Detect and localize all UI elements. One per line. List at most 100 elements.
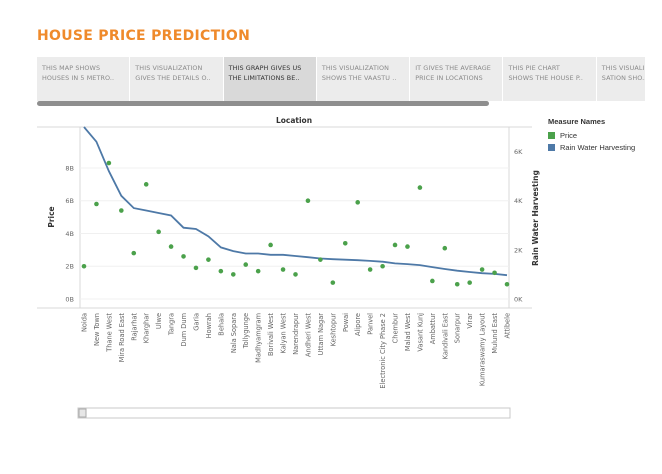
x-tick-label: New Town	[93, 313, 101, 346]
price-point[interactable]	[230, 272, 236, 277]
x-tick-label: Vasant Kunj	[416, 313, 424, 352]
legend-item-price[interactable]: Price	[548, 129, 635, 141]
x-tick-label: Sonarpur	[454, 313, 462, 344]
price-point[interactable]	[417, 185, 423, 190]
x-tick-label: Virar	[466, 313, 474, 329]
price-point[interactable]	[255, 268, 261, 274]
story-tab-7[interactable]: THIS VISUALI SATION SHO..	[597, 57, 646, 101]
x-tick-label: Madhyamgram	[255, 313, 263, 363]
story-tab-text-line2: SHOWS THE HOUSE P..	[508, 74, 584, 82]
story-tab-5[interactable]: IT GIVES THE AVERAGE PRICE IN LOCATIONS	[410, 57, 504, 101]
story-tab-text-line1: THIS VISUALIZATION	[321, 64, 390, 72]
price-point[interactable]	[504, 281, 510, 287]
y-tick-label: 2B	[65, 263, 74, 271]
price-point[interactable]	[81, 263, 87, 269]
story-tab-2[interactable]: THIS VISUALIZATION GIVES THE DETAILS O..	[130, 57, 224, 101]
price-point[interactable]	[293, 272, 298, 277]
price-point[interactable]	[467, 280, 472, 285]
price-point[interactable]	[94, 201, 99, 207]
x-tick-label: Kumaraswamy Layout	[479, 313, 487, 387]
x-tick-label: Mira Road East	[118, 313, 126, 363]
legend-label-price: Price	[560, 130, 578, 140]
page-title: HOUSE PRICE PREDICTION	[37, 28, 251, 44]
price-point[interactable]	[479, 267, 485, 272]
x-tick-label: Mulund East	[491, 313, 499, 354]
tabstrip-scrollbar[interactable]	[37, 101, 489, 106]
x-tick-label: Dum Dum	[180, 313, 188, 346]
x-tick-label: Electronic City Phase 2	[379, 313, 387, 389]
price-point[interactable]	[318, 257, 323, 262]
x-tick-label: Narendrapur	[292, 313, 300, 355]
story-tab-text-line1: THIS GRAPH GIVES US	[228, 64, 302, 72]
x-tick-label: Uttam Nagar	[317, 313, 325, 356]
y2-tick-label: 2K	[514, 246, 523, 254]
story-tab-1[interactable]: THIS MAP SHOWS HOUSES IN 5 METRO..	[37, 57, 131, 101]
price-point[interactable]	[405, 244, 410, 249]
price-point[interactable]	[193, 265, 199, 271]
x-tick-label: Tollygunge	[242, 313, 250, 349]
horizontal-scrollbar-track[interactable]	[77, 407, 511, 419]
x-tick-label: Howrah	[205, 313, 213, 338]
price-point[interactable]	[156, 229, 161, 235]
price-point[interactable]	[143, 182, 149, 187]
price-point[interactable]	[380, 263, 385, 269]
price-point[interactable]	[218, 268, 224, 274]
x-tick-label: Behala	[217, 313, 225, 336]
story-tab-3[interactable]: THIS GRAPH GIVES US THE LIMITATIONS BE..	[223, 57, 317, 101]
series-line-rain-water-harvesting[interactable]	[83, 126, 508, 277]
story-tabstrip: THIS MAP SHOWS HOUSES IN 5 METRO.. THIS VI…	[37, 57, 646, 101]
price-point[interactable]	[367, 267, 373, 272]
x-tick-label: Garia	[192, 313, 200, 331]
x-tick-label: Noida	[81, 313, 89, 332]
legend: Measure Names Price Rain Water Harvestin…	[548, 117, 635, 153]
x-tick-label: Kalyan West	[280, 313, 288, 354]
price-point[interactable]	[280, 267, 286, 272]
legend-swatch-price	[548, 131, 555, 139]
x-tick-label: Thane West	[105, 313, 113, 353]
x-tick-label: Malad West	[404, 313, 412, 352]
x-tick-label: Ambattur	[429, 313, 437, 345]
price-point[interactable]	[243, 262, 249, 267]
price-point[interactable]	[206, 257, 211, 262]
x-tick-label: Ulwe	[155, 313, 163, 329]
y-tick-label: 6B	[65, 197, 74, 205]
story-tab-text-line2: PRICE IN LOCATIONS	[415, 74, 483, 82]
price-point[interactable]	[181, 254, 186, 259]
price-point[interactable]	[330, 280, 336, 285]
x-tick-label: Rajarhat	[130, 313, 138, 341]
x-tick-label: Panvel	[367, 313, 375, 335]
price-point[interactable]	[430, 278, 435, 284]
legend-title: Measure Names	[548, 117, 606, 126]
x-tick-label: Powai	[342, 313, 350, 332]
price-point[interactable]	[131, 250, 137, 256]
story-tab-text-line1: THIS MAP SHOWS	[42, 64, 101, 72]
story-tab-6[interactable]: THIS PIE CHART SHOWS THE HOUSE P..	[504, 57, 597, 101]
story-tab-4[interactable]: THIS VISUALIZATION SHOWS THE VAASTU ..	[317, 57, 411, 101]
price-point[interactable]	[442, 245, 448, 251]
price-point[interactable]	[119, 208, 124, 213]
legend-item-rain-water-harvesting[interactable]: Rain Water Harvesting	[548, 141, 635, 153]
y-tick-label: 0B	[65, 296, 74, 304]
price-point[interactable]	[342, 241, 348, 246]
x-tick-label: Andheri West	[304, 313, 312, 357]
x-tick-label: Tangra	[168, 313, 176, 336]
x-tick-label: Chembur	[392, 313, 400, 344]
y-tick-label: 4B	[65, 230, 74, 238]
price-point[interactable]	[168, 244, 174, 249]
x-tick-label: Kharghar	[143, 313, 151, 344]
price-point[interactable]	[454, 281, 460, 287]
horizontal-scrollbar-thumb[interactable]	[78, 408, 87, 418]
y2-tick-label: 6K	[514, 148, 523, 156]
story-tab-text-line2: GIVES THE DETAILS O..	[135, 74, 211, 82]
price-point[interactable]	[392, 242, 398, 248]
price-point[interactable]	[106, 160, 112, 166]
price-point[interactable]	[492, 270, 497, 276]
price-point[interactable]	[305, 198, 311, 204]
story-tab-text-line1: THIS PIE CHART	[508, 64, 560, 72]
story-tab-text-line2: SHOWS THE VAASTU ..	[321, 74, 397, 82]
price-point[interactable]	[355, 200, 361, 205]
y-axis-label: Price	[47, 206, 56, 227]
x-tick-label: Kandivali East	[441, 313, 449, 360]
price-point[interactable]	[268, 242, 273, 248]
